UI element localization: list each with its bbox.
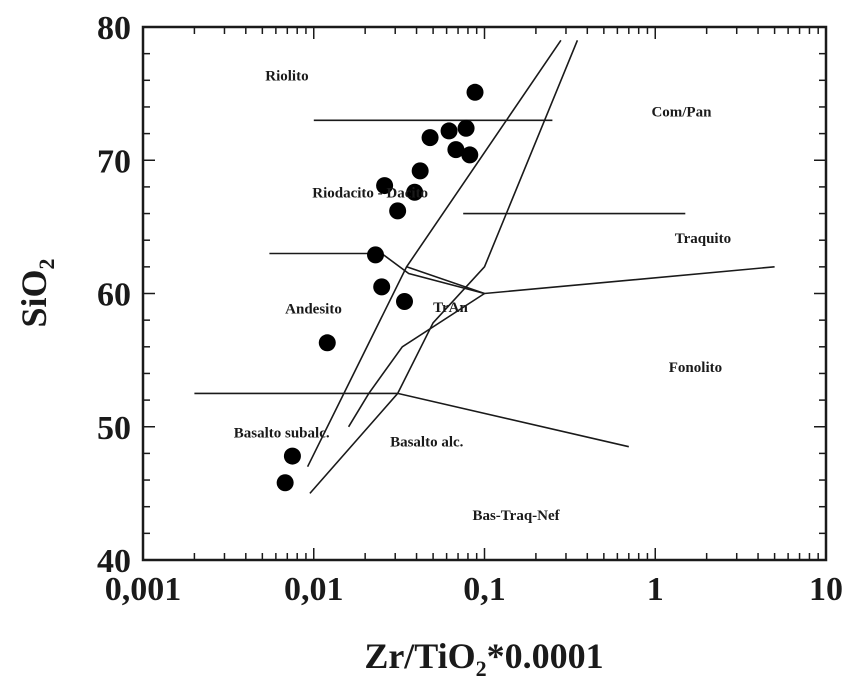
field-label: TrAn bbox=[433, 300, 468, 316]
data-point bbox=[283, 447, 301, 465]
axis-ticks bbox=[142, 26, 826, 561]
data-point bbox=[461, 146, 479, 164]
field-label: Riodacito - Dacito bbox=[312, 186, 428, 202]
field-labels: Riolito Com/Pan Riodacito - Dacito Traquito… bbox=[234, 68, 731, 524]
data-point bbox=[373, 278, 391, 296]
x-tick-label: 0,1 bbox=[463, 571, 506, 608]
y-tick-label: 40 bbox=[97, 543, 131, 580]
field-label: Basalto alc. bbox=[390, 435, 464, 451]
y-axis-title-main: SiO bbox=[14, 269, 54, 327]
y-tick-label: 50 bbox=[97, 410, 131, 447]
data-point bbox=[376, 177, 394, 195]
x-axis-title-main: Zr/TiO bbox=[364, 636, 475, 676]
data-point bbox=[389, 202, 407, 220]
data-point bbox=[276, 474, 294, 492]
x-axis-title-subscript: 2 bbox=[476, 656, 487, 678]
field-boundary-line bbox=[347, 292, 485, 428]
field-boundary-line bbox=[406, 266, 775, 295]
field-label: Com/Pan bbox=[651, 104, 712, 120]
field-label: Riolito bbox=[265, 68, 308, 84]
field-boundary-line bbox=[269, 252, 485, 295]
field-boundaries bbox=[194, 39, 775, 494]
x-tick-label: 0,001 bbox=[105, 571, 182, 608]
data-point bbox=[411, 162, 429, 180]
field-label: Fonolito bbox=[669, 360, 722, 376]
field-label: Traquito bbox=[675, 231, 731, 247]
x-tick-label: 0,01 bbox=[284, 571, 344, 608]
field-label: Basalto subalc. bbox=[234, 425, 330, 441]
x-tick-label: 10 bbox=[809, 571, 843, 608]
field-boundary-line bbox=[309, 39, 579, 494]
data-points bbox=[276, 83, 484, 492]
data-point bbox=[406, 183, 424, 201]
data-point bbox=[457, 119, 475, 137]
data-point bbox=[421, 129, 439, 147]
field-label: Andesito bbox=[285, 301, 342, 317]
data-point bbox=[466, 83, 484, 101]
y-axis-title: SiO2 bbox=[14, 258, 59, 327]
data-point bbox=[367, 246, 385, 264]
y-tick-label: 60 bbox=[97, 277, 131, 314]
field-boundary-line bbox=[194, 392, 629, 448]
field-label: Bas-Traq-Nef bbox=[472, 508, 560, 524]
x-axis-title-tail: *0.0001 bbox=[487, 636, 604, 676]
y-tick-label: 70 bbox=[97, 143, 131, 180]
data-point bbox=[318, 334, 336, 352]
data-point bbox=[440, 122, 458, 140]
y-axis-title-subscript: 2 bbox=[34, 258, 59, 269]
data-point bbox=[447, 141, 465, 159]
data-point bbox=[396, 292, 414, 310]
y-tick-label: 80 bbox=[97, 10, 131, 47]
x-axis-title: Zr/TiO2*0.0001 bbox=[364, 636, 603, 678]
y-tick-labels: 40 50 60 70 80 bbox=[97, 10, 131, 580]
x-tick-label: 1 bbox=[647, 571, 664, 608]
x-tick-labels: 0,001 0,01 0,1 1 10 bbox=[105, 571, 843, 608]
